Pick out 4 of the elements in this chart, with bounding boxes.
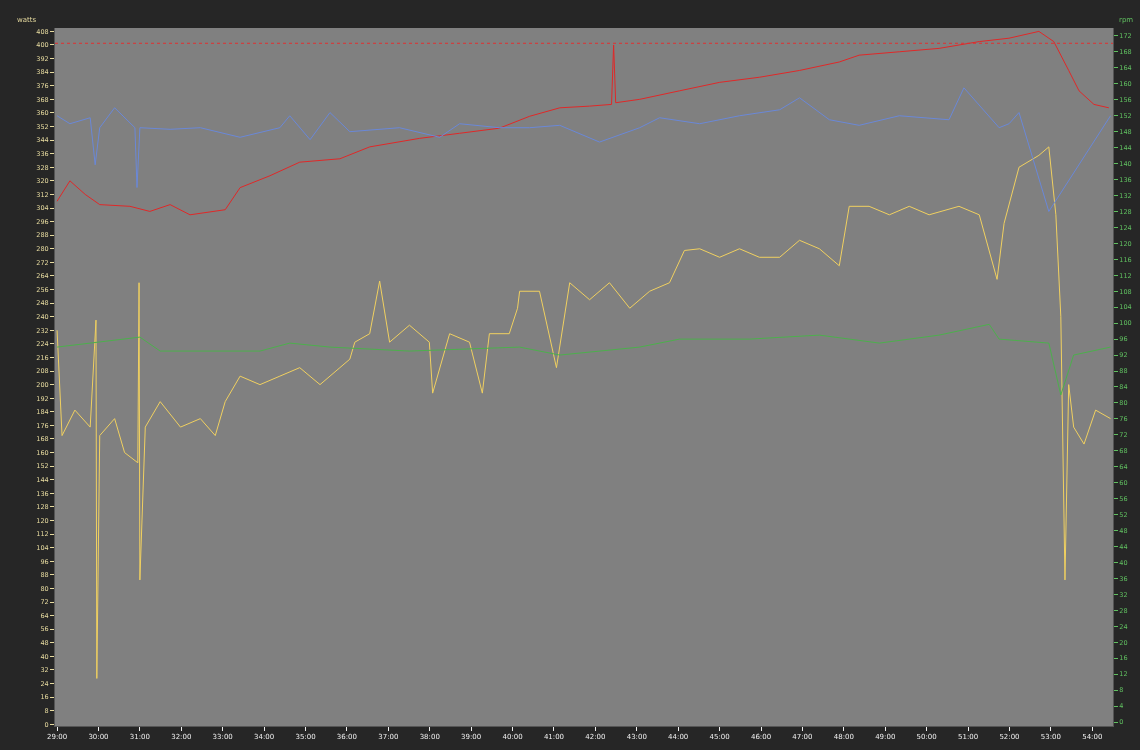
line-series [56,30,1110,216]
line-series [56,87,1112,212]
line-series [56,323,1112,396]
line-series [56,146,1112,679]
